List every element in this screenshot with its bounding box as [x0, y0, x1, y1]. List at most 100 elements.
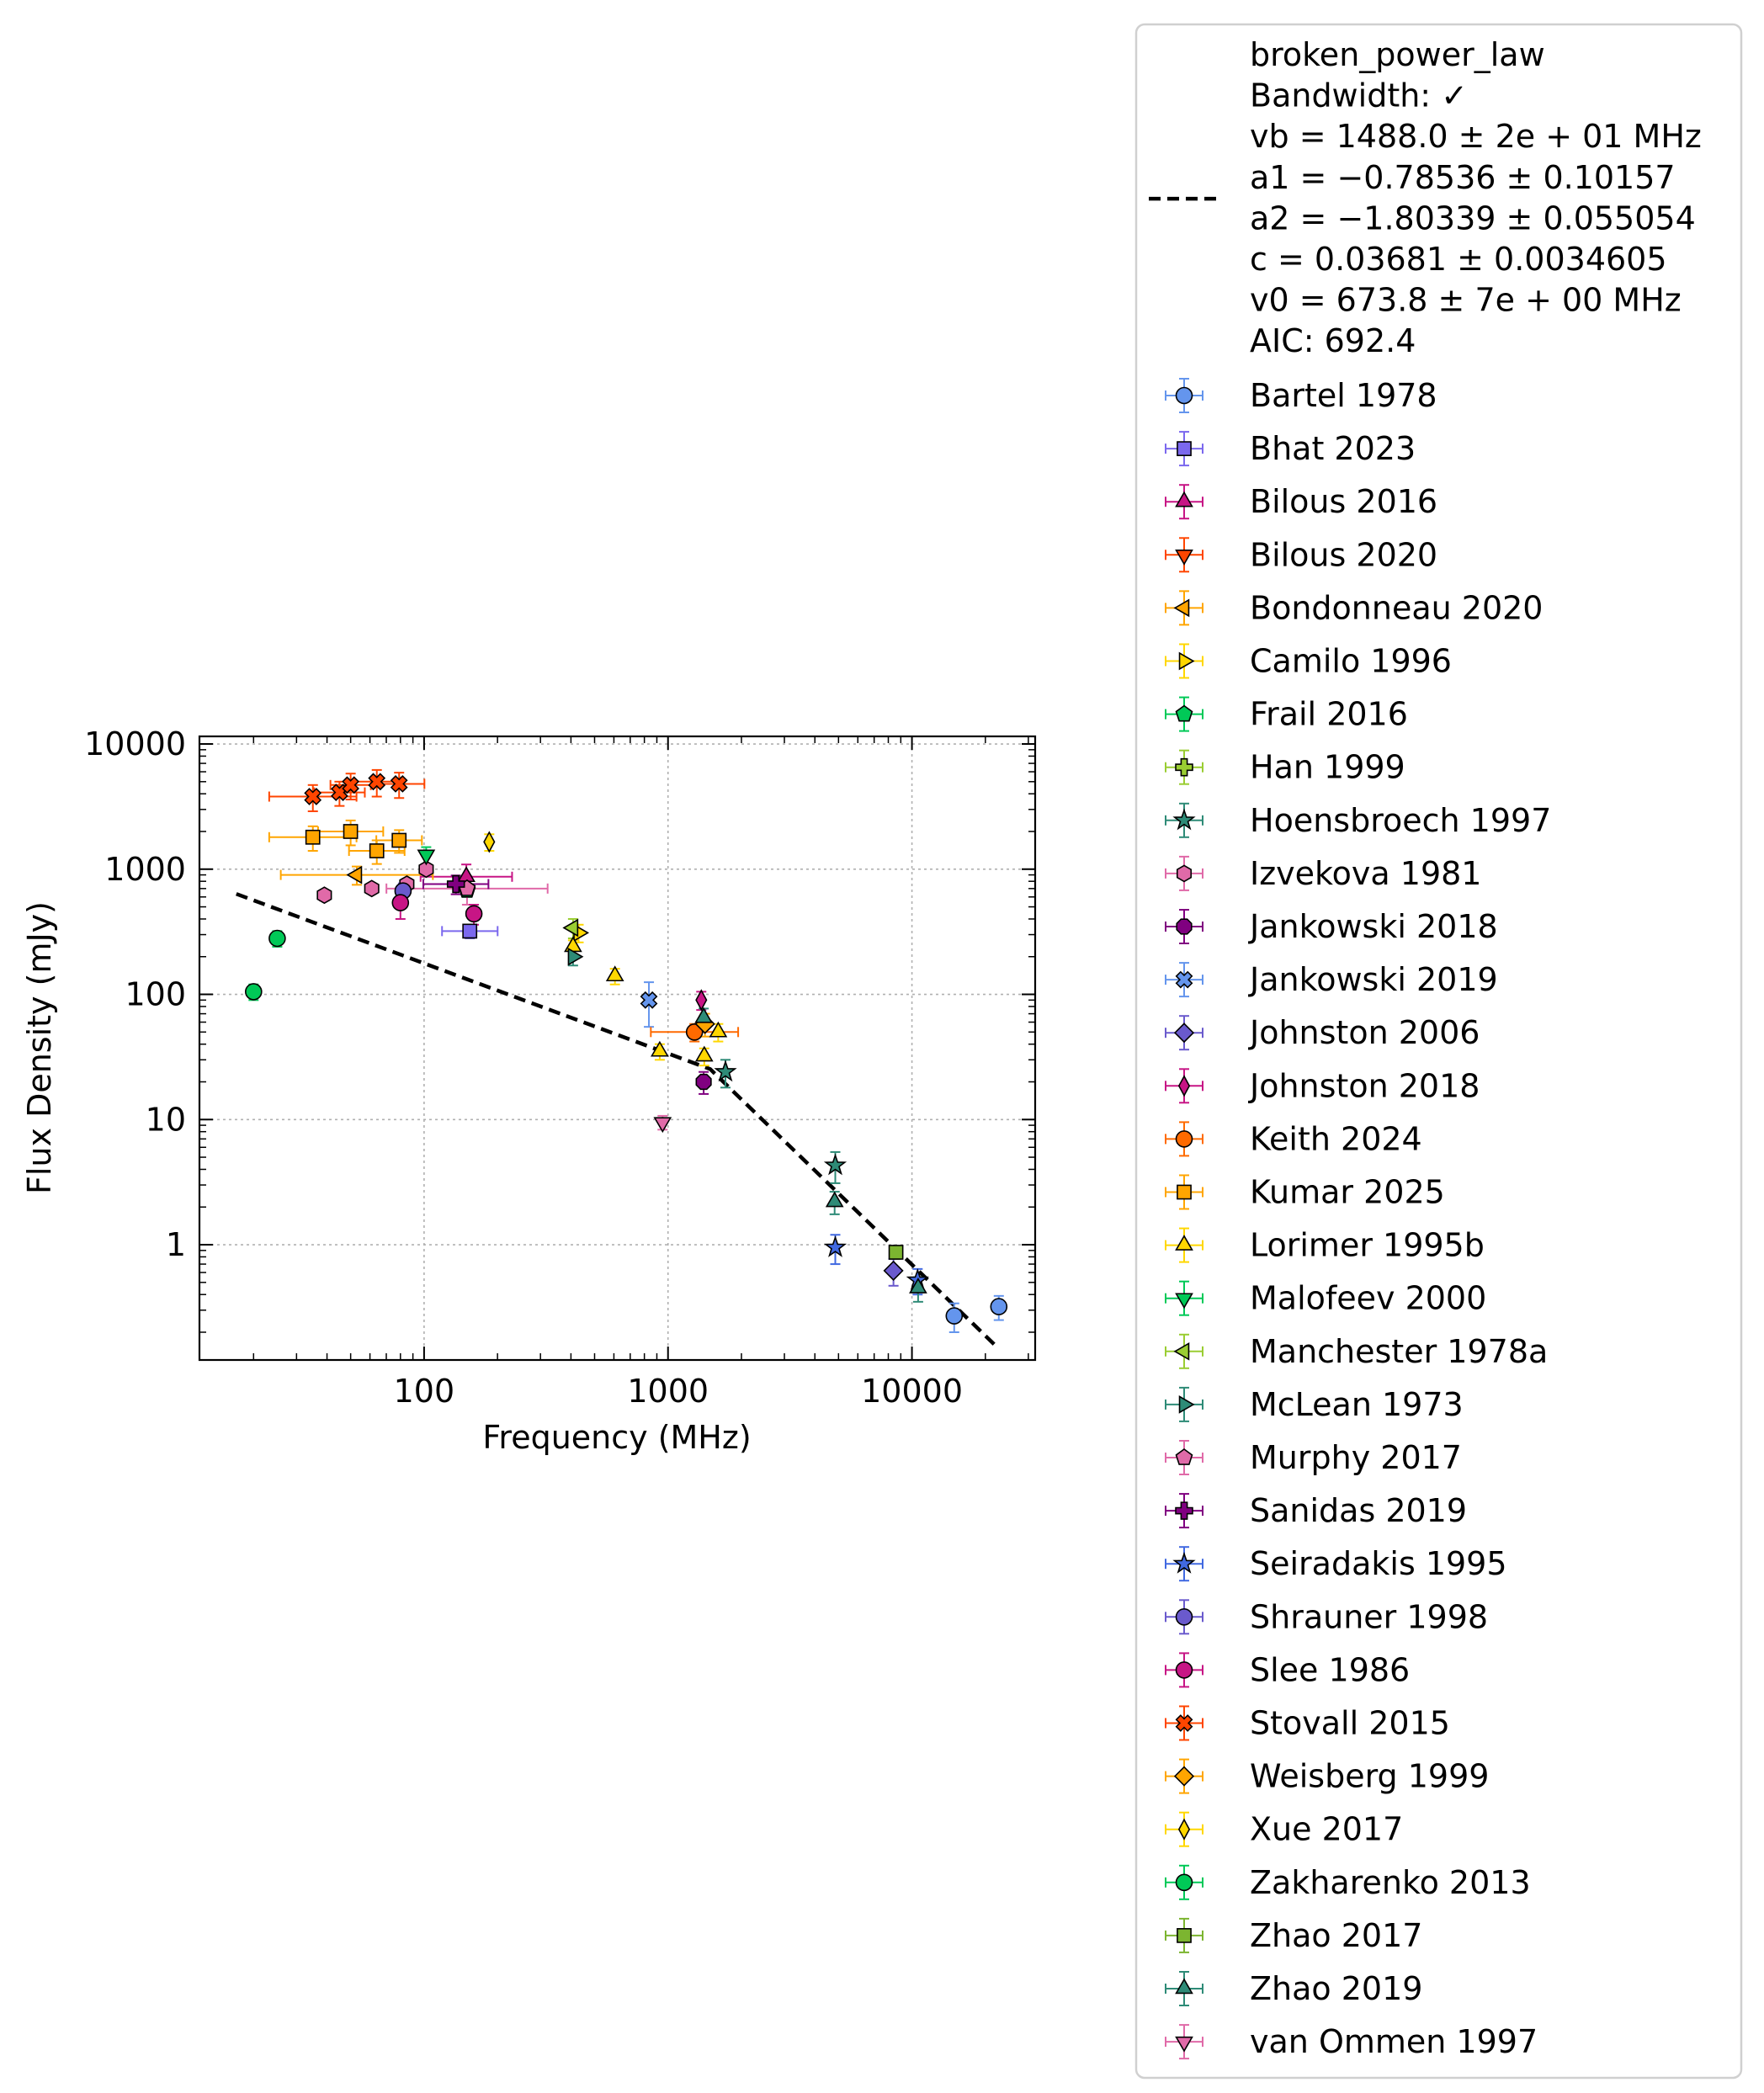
legend-marker-jankowski-2018-shape: [1176, 918, 1193, 935]
legend-label-bondonneau-2020: Bondonneau 2020: [1250, 589, 1543, 626]
fit-line-group: [236, 892, 1000, 1350]
legend-marker-seiradakis-1995: [1172, 1551, 1196, 1574]
legend-marker-izvekova-1981-shape: [1176, 864, 1193, 883]
legend-marker-sanidas-2019-shape: [1175, 1501, 1193, 1520]
grid-lines: [199, 736, 1035, 1360]
legend-marker-stovall-2015-shape: [1175, 1714, 1193, 1732]
point-bartel-1978-shape: [990, 1298, 1008, 1315]
legend-label-shrauner-1998: Shrauner 1998: [1250, 1598, 1488, 1635]
point-slee-1986: [391, 894, 410, 911]
legend-marker-bhat-2023-shape: [1177, 441, 1192, 456]
legend-marker-shrauner-1998: [1175, 1608, 1193, 1626]
legend-marker-zakharenko-2013-shape: [1175, 1873, 1193, 1892]
point-bartel-1978: [945, 1307, 964, 1325]
point-zhao-2019: [909, 1278, 927, 1294]
legend-marker-johnston-2018-shape: [1177, 1075, 1191, 1097]
point-zhao-2017: [888, 1245, 904, 1260]
y-tick-label: 1000: [104, 851, 186, 888]
legend-marker-van-ommen-1997-shape: [1175, 2036, 1193, 2053]
legend-marker-sanidas-2019: [1175, 1501, 1193, 1520]
point-izvekova-1981: [418, 860, 434, 879]
legend-marker-murphy-2017: [1175, 1448, 1193, 1465]
legend-label-manchester-1978a: Manchester 1978a: [1250, 1333, 1548, 1370]
legend-label-xue-2017: Xue 2017: [1250, 1811, 1403, 1848]
point-johnston-2006-shape: [883, 1260, 904, 1281]
point-hoensbroech-1997-shape: [714, 1060, 737, 1082]
point-johnston-2018-shape: [695, 989, 708, 1012]
point-manchester-1978a: [562, 918, 579, 938]
legend-label-bilous-2016: Bilous 2016: [1250, 483, 1437, 520]
legend-marker-stovall-2015: [1175, 1714, 1193, 1732]
legend-label-sanidas-2019: Sanidas 2019: [1250, 1492, 1467, 1529]
y-tick-label: 1: [166, 1226, 186, 1263]
legend-label-izvekova-1981: Izvekova 1981: [1250, 855, 1481, 892]
point-izvekova-1981: [316, 886, 332, 905]
point-lorimer-1995b-shape: [709, 1021, 728, 1038]
point-stovall-2015-shape: [304, 788, 322, 805]
legend-marker-frail-2016: [1175, 704, 1193, 722]
fit-line: [236, 892, 1000, 1350]
legend-fit-label-line: a2 = −1.80339 ± 0.055054: [1250, 199, 1696, 236]
legend-marker-jankowski-2018: [1176, 918, 1193, 935]
point-manchester-1978a-shape: [562, 918, 579, 938]
legend-marker-slee-1986: [1175, 1661, 1193, 1679]
point-zhao-2017-shape: [888, 1245, 904, 1260]
legend-marker-keith-2024: [1175, 1130, 1193, 1148]
point-zhao-2019: [694, 1007, 713, 1023]
axes-frame: [198, 735, 1037, 1362]
legend-marker-camilo-1996: [1178, 651, 1195, 671]
point-hoensbroech-1997: [714, 1060, 737, 1082]
point-hoensbroech-1997: [823, 1153, 847, 1176]
point-bartel-1978-shape: [945, 1307, 964, 1325]
legend-label-mclean-1973: McLean 1973: [1250, 1386, 1464, 1423]
point-mclean-1973: [567, 947, 584, 966]
point-kumar-2025-shape: [305, 829, 321, 845]
point-stovall-2015-shape: [368, 773, 386, 791]
legend-marker-keith-2024-shape: [1175, 1130, 1193, 1148]
legend-marker-malofeev-2000-shape: [1175, 1293, 1193, 1309]
point-johnston-2018: [695, 989, 708, 1012]
legend-marker-jankowski-2019-shape: [1175, 970, 1193, 989]
legend-marker-bilous-2016: [1175, 491, 1193, 507]
point-kumar-2025: [369, 843, 385, 858]
point-slee-1986: [465, 905, 483, 923]
point-lorimer-1995b-shape: [651, 1040, 669, 1057]
x-tick-label: 1000: [627, 1373, 709, 1410]
legend-marker-bartel-1978-shape: [1175, 386, 1193, 405]
legend-fit-label-line: AIC: 692.4: [1250, 322, 1416, 359]
legend-marker-izvekova-1981: [1176, 864, 1193, 883]
legend-marker-weisberg-1999-shape: [1173, 1766, 1195, 1787]
point-kumar-2025-shape: [391, 832, 407, 848]
point-kumar-2025: [343, 824, 359, 839]
legend-label-lorimer-1995b: Lorimer 1995b: [1250, 1227, 1485, 1264]
point-kumar-2025-shape: [343, 824, 359, 839]
point-xue-2017-shape: [483, 831, 496, 853]
point-zakharenko-2013: [244, 983, 263, 1001]
legend-label-kumar-2025: Kumar 2025: [1250, 1174, 1445, 1211]
legend-marker-kumar-2025: [1177, 1184, 1192, 1200]
point-zhao-2019-shape: [694, 1007, 713, 1023]
legend-marker-hoensbroech-1997-shape: [1172, 808, 1196, 831]
point-johnston-2006: [883, 1260, 904, 1281]
legend-marker-camilo-1996-shape: [1178, 651, 1195, 671]
y-tick-label: 100: [125, 976, 186, 1013]
y-axis-label: Flux Density (mJy): [21, 901, 58, 1194]
legend-marker-xue-2017: [1177, 1818, 1191, 1841]
legend-marker-xue-2017-shape: [1177, 1818, 1191, 1841]
point-stovall-2015: [342, 776, 360, 794]
legend-marker-manchester-1978a: [1173, 1341, 1190, 1361]
legend-marker-bondonneau-2020: [1173, 598, 1190, 618]
legend-label-jankowski-2018: Jankowski 2018: [1248, 908, 1498, 945]
legend-marker-manchester-1978a-shape: [1173, 1341, 1190, 1361]
point-zhao-2019: [825, 1191, 844, 1208]
legend-marker-frail-2016-shape: [1175, 704, 1193, 722]
data-points: [244, 773, 1008, 1325]
point-bhat-2023-shape: [462, 923, 478, 939]
point-mclean-1973-shape: [567, 947, 584, 966]
legend-marker-lorimer-1995b: [1175, 1235, 1193, 1251]
x-axis-label: Frequency (MHz): [482, 1419, 751, 1456]
legend-marker-johnston-2006: [1173, 1023, 1195, 1044]
point-izvekova-1981-shape: [418, 860, 434, 879]
legend-marker-bartel-1978: [1175, 386, 1193, 405]
point-stovall-2015-shape: [390, 774, 408, 793]
